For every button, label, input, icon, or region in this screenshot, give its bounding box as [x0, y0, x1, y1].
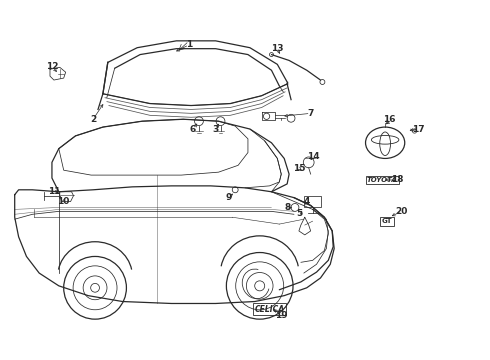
Text: 16: 16	[383, 115, 395, 124]
Text: 12: 12	[46, 62, 58, 71]
Text: 15: 15	[293, 164, 305, 173]
Text: 10: 10	[57, 197, 70, 206]
Text: 18: 18	[391, 175, 403, 184]
Text: 19: 19	[275, 311, 288, 320]
Text: 7: 7	[307, 109, 314, 118]
Text: 6: 6	[190, 125, 196, 134]
Text: 17: 17	[412, 125, 425, 134]
Text: 13: 13	[271, 44, 284, 53]
Text: GT: GT	[382, 218, 392, 224]
Text: 20: 20	[395, 207, 408, 216]
Text: 14: 14	[307, 152, 320, 161]
Text: CELICA: CELICA	[254, 305, 285, 314]
Text: 1: 1	[186, 40, 192, 49]
Text: 9: 9	[225, 193, 232, 202]
Text: 8: 8	[284, 203, 290, 212]
Text: TOYOTA: TOYOTA	[367, 177, 397, 183]
Text: 5: 5	[296, 209, 302, 218]
Text: 2: 2	[90, 115, 96, 124]
Text: 4: 4	[303, 197, 310, 206]
Text: 3: 3	[213, 125, 219, 134]
Text: 11: 11	[48, 187, 60, 196]
Bar	[304, 196, 321, 207]
